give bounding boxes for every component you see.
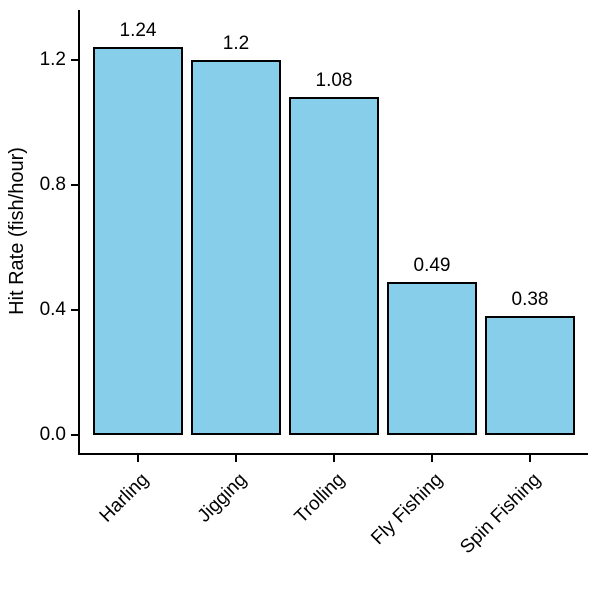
y-tick-label: 0.4 [39, 299, 66, 320]
bar [191, 60, 281, 435]
x-tick-mark [529, 455, 531, 462]
y-axis-line [78, 10, 80, 455]
y-axis-title: Hit Rate (fish/hour) [6, 147, 28, 315]
bar-value-label: 1.08 [315, 70, 353, 91]
x-axis-line [78, 453, 588, 455]
bar [93, 47, 183, 435]
bar-value-label: 1.24 [119, 20, 157, 41]
bar [387, 282, 477, 435]
y-tick-label: 0.0 [39, 424, 66, 445]
y-tick-label: 0.8 [39, 174, 66, 195]
y-tick-mark [71, 309, 78, 311]
x-tick-mark [137, 455, 139, 462]
y-tick-mark [71, 59, 78, 61]
x-tick-mark [333, 455, 335, 462]
x-tick-mark [235, 455, 237, 462]
x-tick-mark [431, 455, 433, 462]
y-tick-mark [71, 184, 78, 186]
y-tick-label: 1.2 [39, 49, 66, 70]
bar [485, 316, 575, 435]
bar-value-label: 1.2 [222, 33, 250, 54]
bar-value-label: 0.49 [413, 255, 451, 276]
bar-value-label: 0.38 [511, 289, 549, 310]
bar [289, 97, 379, 435]
y-tick-mark [71, 434, 78, 436]
